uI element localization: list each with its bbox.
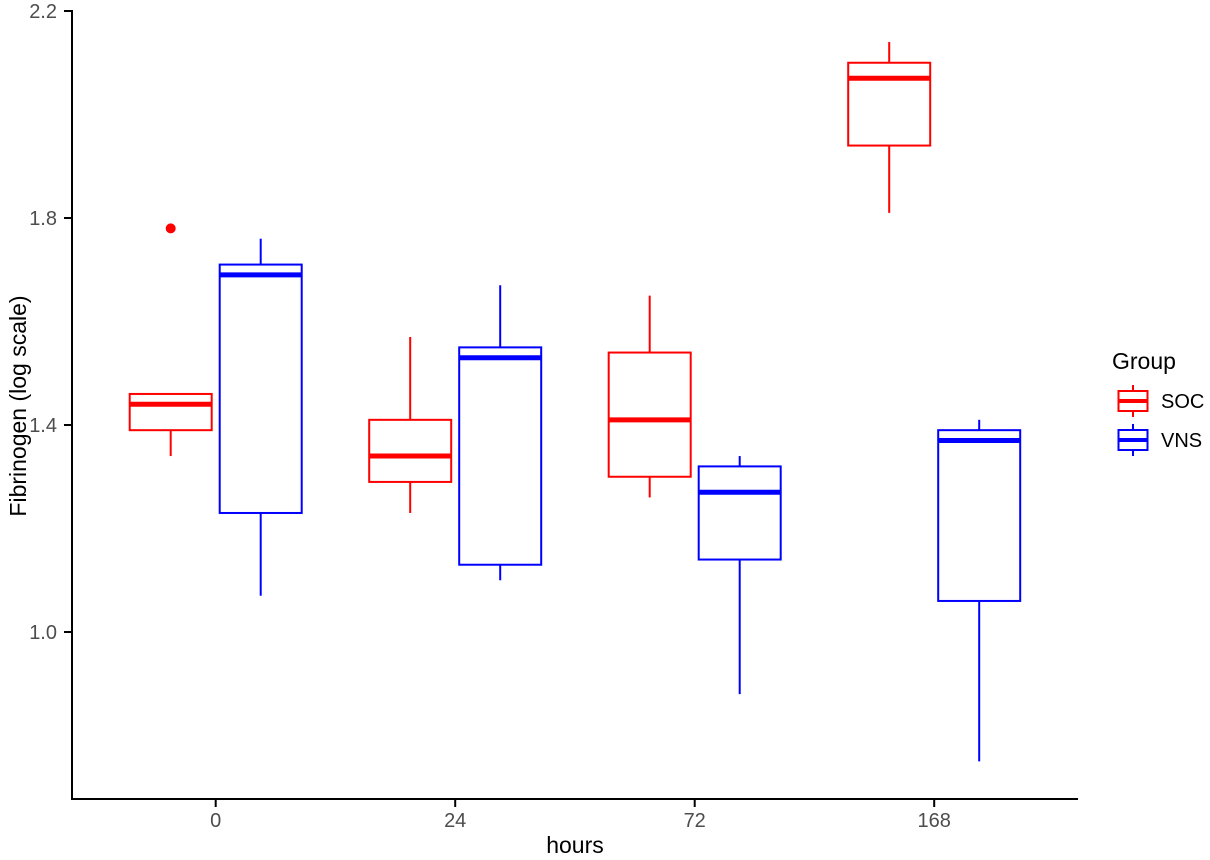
outlier-point: [165, 223, 176, 234]
x-axis-title: hours: [546, 832, 604, 858]
legend-label-vns: VNS: [1161, 430, 1202, 452]
legend-item-vns: VNS: [1117, 424, 1202, 456]
legend-items: SOC VNS: [1117, 385, 1204, 456]
x-tick-label: 24: [444, 810, 466, 832]
x-axis-ticks: 0 24 72 168: [210, 799, 951, 832]
legend-item-soc: SOC: [1117, 385, 1204, 417]
box-soc-24: [368, 337, 453, 513]
y-axis-title: Fibrinogen (log scale): [5, 295, 31, 516]
iqr-box: [368, 418, 453, 483]
box-soc-168: [847, 42, 932, 213]
y-axis-ticks: 2.2 1.8 1.4 1.0: [29, 1, 72, 644]
y-tick-label: 1.4: [29, 415, 57, 437]
boxes-layer: [128, 42, 1022, 762]
y-tick-label: 1.0: [29, 622, 57, 644]
x-tick-label: 0: [210, 810, 221, 832]
iqr-box: [607, 351, 692, 478]
iqr-box: [218, 263, 303, 514]
legend-title: Group: [1112, 348, 1176, 374]
box-vns-168: [937, 419, 1022, 762]
box-soc-72: [607, 295, 692, 498]
iqr-box: [458, 346, 543, 566]
iqr-box: [937, 429, 1022, 602]
y-tick-label: 2.2: [29, 1, 57, 23]
iqr-box: [128, 392, 213, 432]
box-vns-72: [697, 456, 782, 695]
box-vns-24: [458, 285, 543, 581]
x-tick-label: 168: [918, 810, 951, 832]
iqr-box: [697, 465, 782, 561]
box-soc-0: [128, 223, 213, 457]
y-tick-label: 1.8: [29, 208, 57, 230]
legend: Group SOC VNS: [1112, 348, 1204, 456]
iqr-box: [847, 61, 932, 147]
box-vns-0: [218, 238, 303, 596]
x-tick-label: 72: [684, 810, 706, 832]
legend-label-soc: SOC: [1161, 391, 1204, 413]
